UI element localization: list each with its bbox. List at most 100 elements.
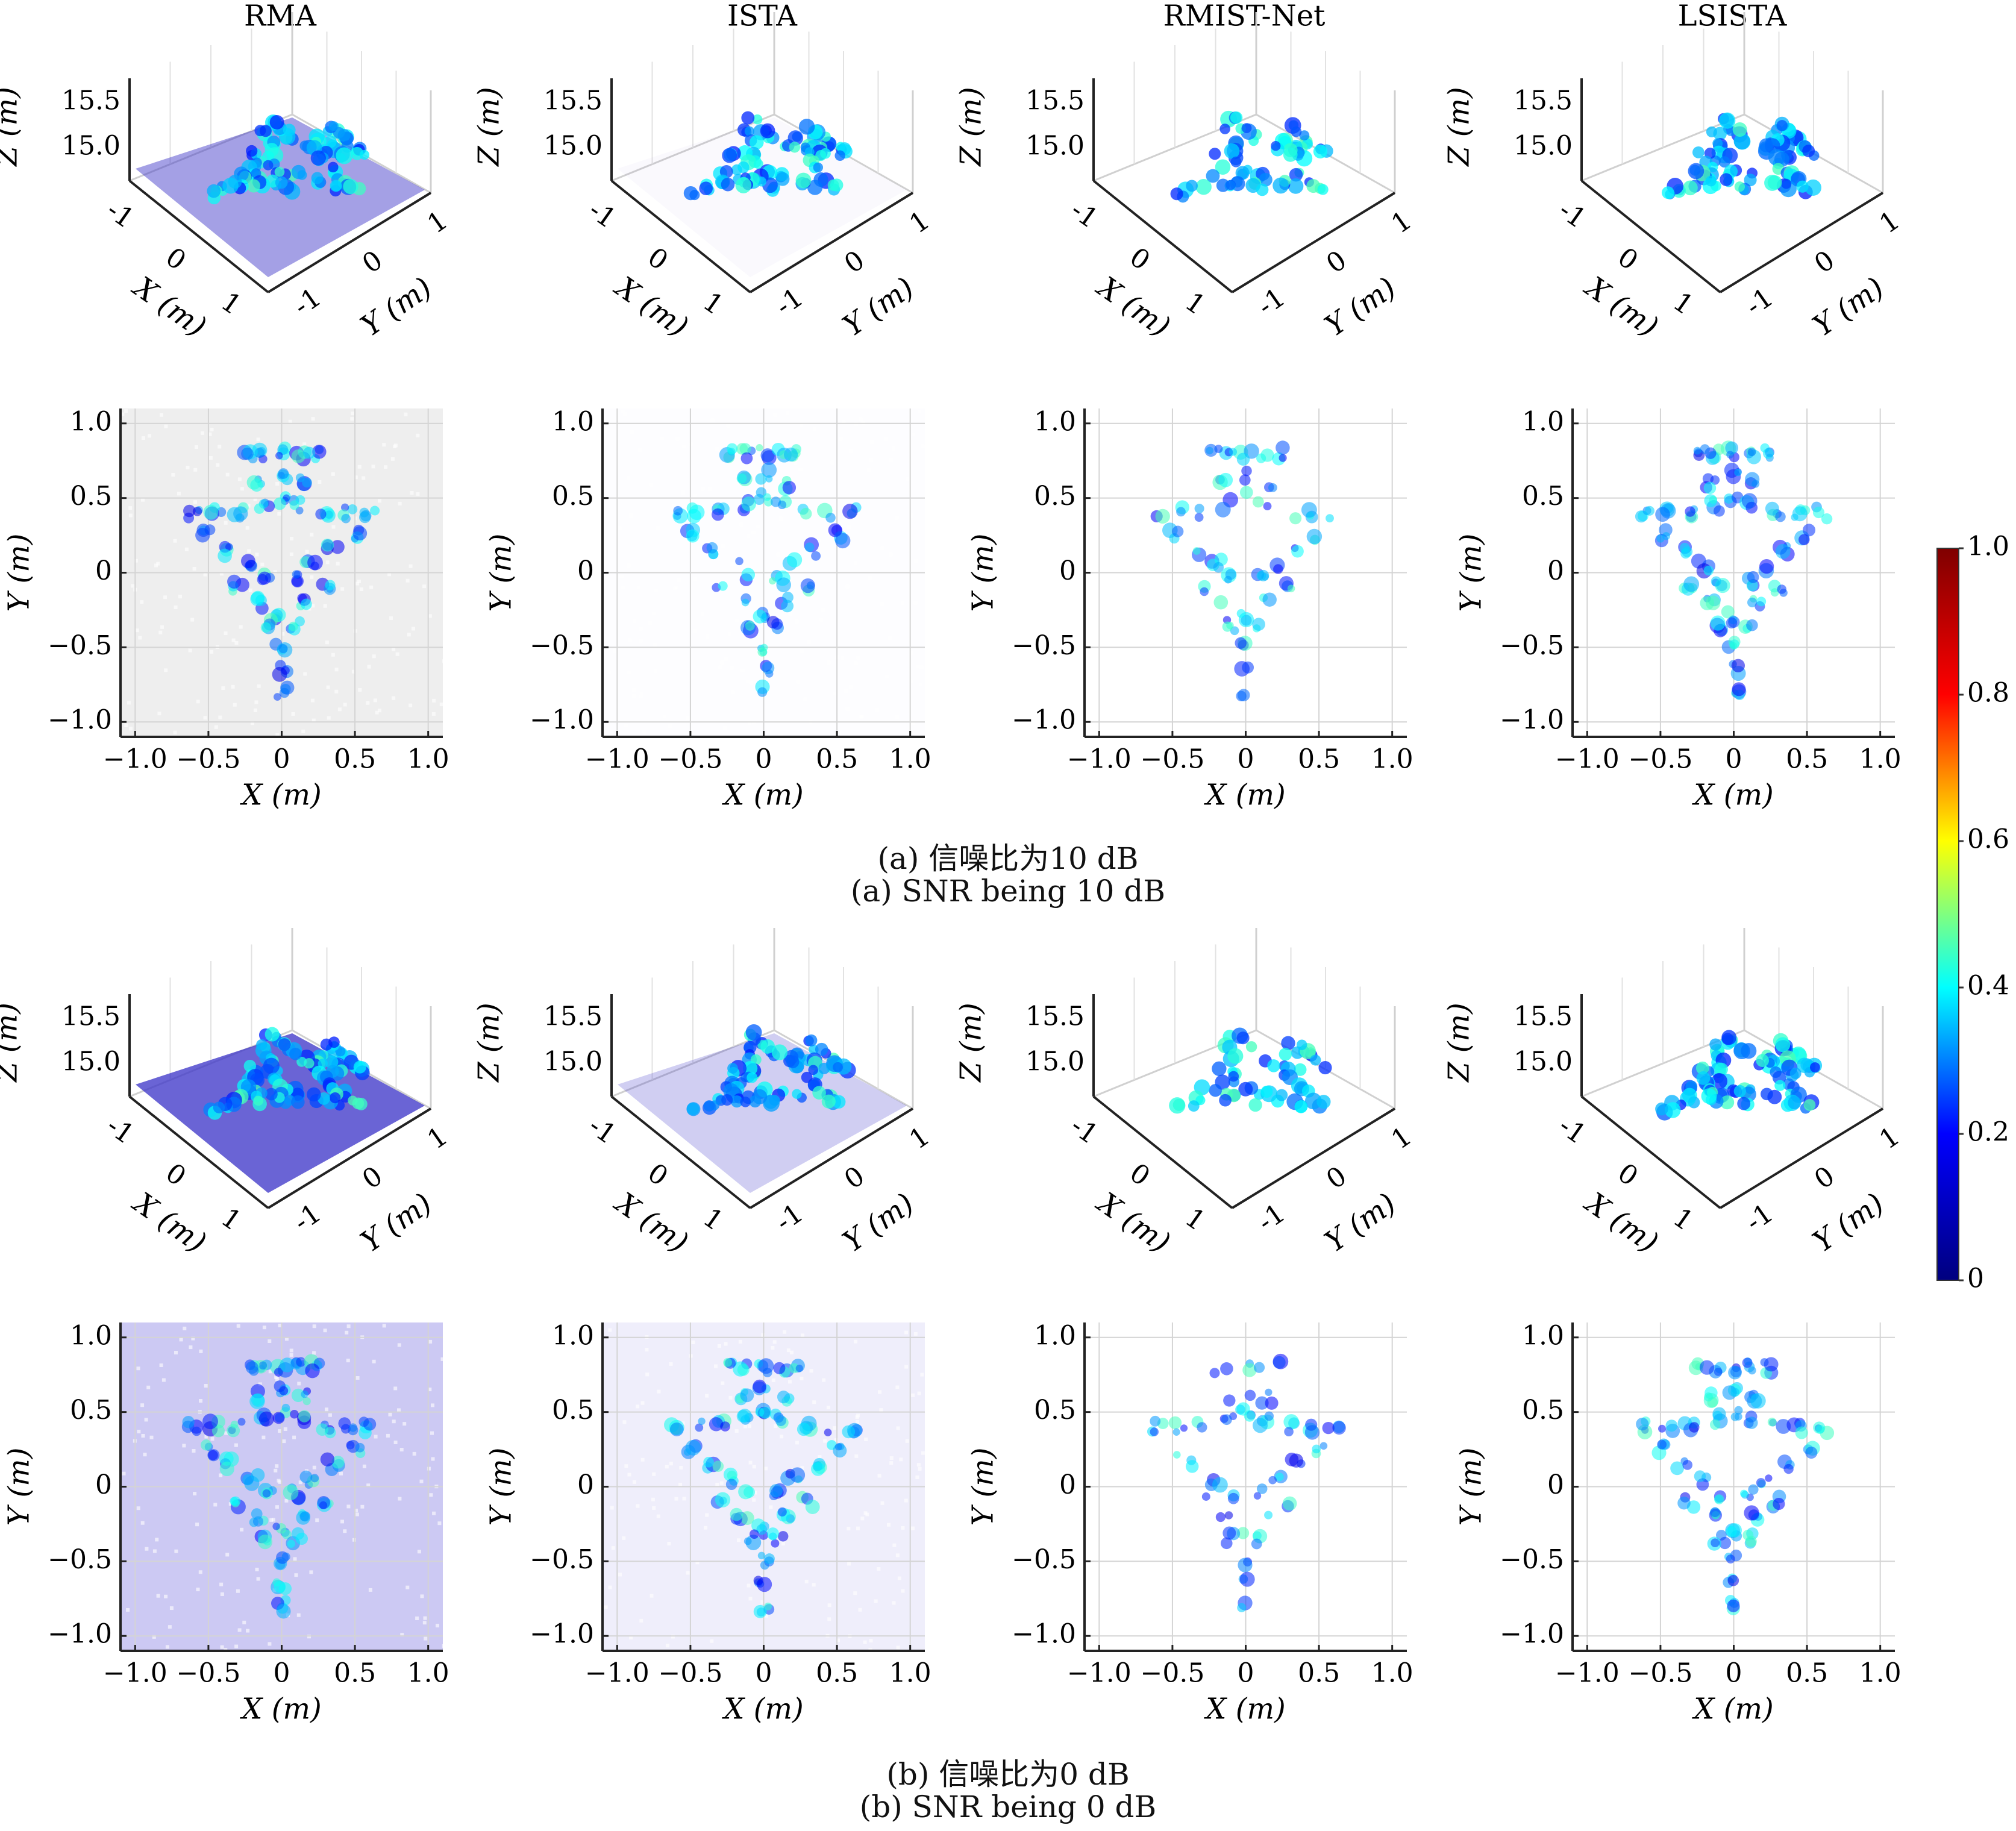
noise-speckle-dot <box>632 1480 636 1484</box>
target-point-2d <box>295 473 305 483</box>
y-tick-label-2d: 1.0 <box>70 406 112 437</box>
y-tick-label-2d: 0.5 <box>1522 481 1564 512</box>
y-tick-label-3d: 1 <box>422 1121 453 1156</box>
noise-speckle-dot <box>734 1429 739 1433</box>
axes-3d-walls <box>1092 928 1396 1110</box>
x-axis-line <box>128 1095 269 1209</box>
target-point-2d <box>273 497 286 510</box>
target-point-2d <box>278 468 289 479</box>
noise-speckle-dot <box>807 640 811 645</box>
noise-speckle-dot <box>879 1408 883 1412</box>
noise-speckle-dot <box>152 1549 157 1553</box>
x-axis-label-3d: X (m) <box>1577 269 1664 343</box>
noise-speckle-dot <box>884 437 888 441</box>
target-point-2d <box>1710 615 1726 631</box>
target-point-2d <box>1756 596 1767 607</box>
noise-speckle-dot <box>836 731 841 736</box>
noise-speckle-dot <box>920 1372 924 1377</box>
target-point-3d <box>243 1060 256 1072</box>
target-point-2d <box>1176 507 1186 517</box>
target-point-2d <box>673 505 683 516</box>
noise-speckle-dot <box>307 1635 311 1639</box>
noise-speckle-dot <box>242 1620 246 1624</box>
noise-speckle-dot <box>437 1521 442 1526</box>
noise-speckle-dot <box>812 1583 816 1587</box>
noise-speckle-dot <box>906 477 910 481</box>
noise-speckle-dot <box>853 560 857 565</box>
noise-speckle-dot <box>892 446 896 451</box>
noise-speckle-dot <box>281 632 285 636</box>
target-point-2d <box>1682 1460 1693 1470</box>
noise-speckle-dot <box>715 447 719 451</box>
noise-speckle-dot <box>246 504 251 508</box>
noise-speckle-dot <box>639 1618 643 1623</box>
y-tick-label-2d: 0 <box>1547 1469 1564 1500</box>
target-point-3d <box>1215 159 1231 175</box>
x-tick-label-2d: 0 <box>1726 744 1742 775</box>
x-axis-label-3d: X (m) <box>125 269 212 343</box>
target-point-3d <box>1709 1038 1722 1051</box>
noise-speckle-dot <box>916 1463 921 1467</box>
y-tick-label-3d: 0 <box>357 245 388 280</box>
noise-speckle-dot <box>415 1617 419 1620</box>
target-point-2d <box>1241 465 1252 477</box>
noise-speckle-dot <box>397 1408 401 1412</box>
noise-speckle-dot <box>827 1603 831 1607</box>
target-point-2d <box>769 577 777 585</box>
x-axis-label-2d: X (m) <box>1691 778 1773 812</box>
target-point-2d <box>1742 1529 1754 1541</box>
target-point-2d <box>1301 502 1317 518</box>
noise-speckle-dot <box>121 412 125 416</box>
target-point-2d <box>1658 1424 1667 1433</box>
noise-speckle-dot <box>422 1621 427 1625</box>
target-point-3d <box>821 1094 836 1109</box>
noise-speckle-dot <box>896 1645 900 1650</box>
target-point-2d <box>296 1510 310 1525</box>
y-axis-line <box>1719 192 1884 293</box>
target-point-2d <box>1795 1426 1808 1439</box>
noise-speckle-dot <box>724 657 728 661</box>
noise-speckle-dot <box>386 1433 390 1438</box>
noise-speckle-dot <box>424 1636 428 1641</box>
target-point-3d <box>1733 133 1750 150</box>
noise-speckle-dot <box>199 1399 202 1403</box>
target-point-2d <box>756 444 763 452</box>
x-tick-label-2d: 0 <box>1238 744 1254 775</box>
target-point-3d <box>307 1087 321 1102</box>
target-point-2d <box>1670 1461 1684 1476</box>
noise-speckle-dot <box>786 1348 790 1353</box>
x-axis-label-3d: X (m) <box>607 1185 694 1259</box>
noise-speckle-dot <box>636 1404 640 1409</box>
x-axis-line <box>1092 180 1233 293</box>
target-point-2d <box>1252 618 1265 631</box>
noise-speckle-dot <box>853 1591 857 1595</box>
noise-speckle-dot <box>246 1629 250 1633</box>
y-tick-label-2d: 0 <box>1547 556 1564 586</box>
target-point-2d <box>835 533 851 549</box>
noise-speckle-dot <box>277 512 281 516</box>
target-point-3d <box>1209 148 1221 160</box>
noise-speckle-dot <box>794 461 798 465</box>
target-point-2d <box>1326 514 1334 523</box>
noise-speckle-dot <box>745 679 750 683</box>
x-tick-label-2d: 1.0 <box>1371 1658 1413 1689</box>
target-point-3d <box>1273 177 1289 194</box>
noise-speckle-dot <box>191 1336 195 1341</box>
target-point-2d <box>1229 448 1238 456</box>
noise-speckle-dot <box>203 572 207 577</box>
noise-speckle-dot <box>278 1480 282 1484</box>
noise-speckle-dot <box>400 1633 404 1637</box>
noise-speckle-dot <box>144 1418 148 1422</box>
y-axis-line <box>1231 192 1396 293</box>
x-tick-label-2d: −1.0 <box>103 744 167 775</box>
target-point-2d <box>1700 444 1710 454</box>
target-point-2d <box>192 1426 202 1436</box>
y-axis-label-2d: Y (m) <box>2 534 36 612</box>
noise-speckle-dot <box>721 1381 725 1385</box>
x-tick-label-2d: −0.5 <box>1140 1658 1204 1689</box>
target-point-3d <box>1688 163 1705 180</box>
noise-speckle-dot <box>355 1376 360 1380</box>
noise-speckle-dot <box>409 564 413 568</box>
target-point-2d <box>1745 1416 1758 1429</box>
target-point-2d <box>196 524 210 537</box>
